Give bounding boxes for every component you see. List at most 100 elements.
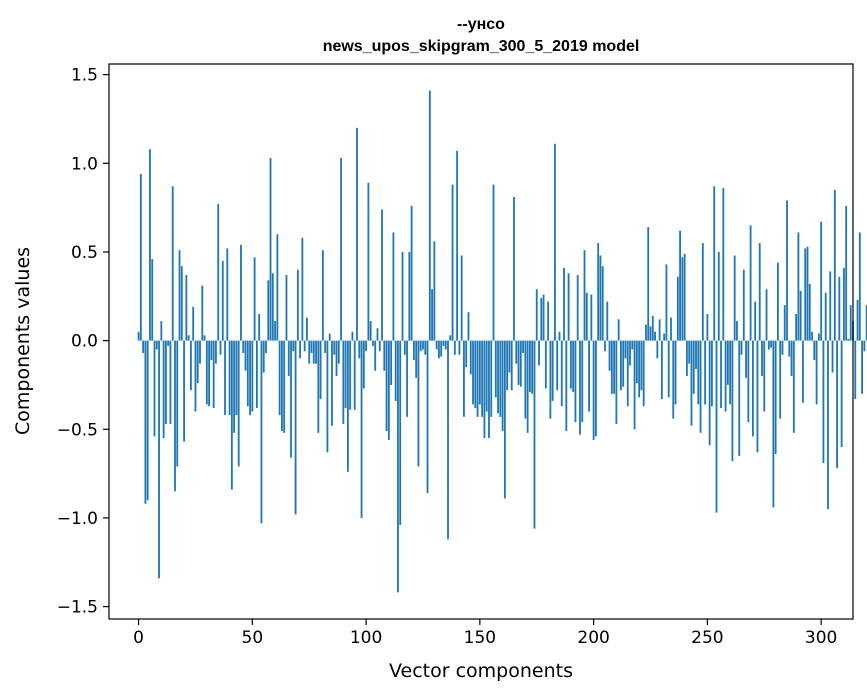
y-tick-label: −1.5 <box>57 598 98 618</box>
bar-304 <box>829 271 832 341</box>
y-tick-label: −0.5 <box>57 420 98 440</box>
bar-15 <box>171 186 174 341</box>
bar-246 <box>697 340 700 405</box>
bar-288 <box>792 340 795 433</box>
bar-124 <box>419 340 422 352</box>
bar-48 <box>246 340 249 407</box>
bar-221 <box>640 340 643 391</box>
bar-193 <box>576 275 579 341</box>
bar-58 <box>269 157 272 341</box>
bar-262 <box>733 255 736 341</box>
bar-92 <box>346 340 349 472</box>
bar-276 <box>765 289 768 341</box>
bar-6 <box>151 259 154 341</box>
bar-319 <box>863 340 866 352</box>
bar-267 <box>745 340 747 378</box>
bar-25 <box>194 340 197 412</box>
bar-313 <box>849 305 852 341</box>
bar-316 <box>856 299 859 341</box>
bar-300 <box>820 221 823 341</box>
bar-229 <box>658 319 661 341</box>
bar-63 <box>281 340 283 432</box>
bar-244 <box>692 340 695 394</box>
bar-21 <box>185 275 188 341</box>
bar-206 <box>606 301 609 341</box>
bar-308 <box>838 276 841 341</box>
bar-45 <box>240 244 242 341</box>
bar-179 <box>544 340 547 389</box>
bar-228 <box>656 340 659 359</box>
bar-261 <box>731 340 734 462</box>
bar-265 <box>740 340 743 355</box>
bar-235 <box>672 340 675 419</box>
bar-278 <box>770 340 772 348</box>
bar-175 <box>535 289 538 341</box>
bar-114 <box>397 340 399 593</box>
bar-174 <box>533 340 536 529</box>
bar-315 <box>854 340 857 400</box>
bar-144 <box>465 340 468 368</box>
bar-258 <box>724 340 727 412</box>
bar-254 <box>715 340 718 513</box>
bar-55 <box>262 340 265 373</box>
bar-94 <box>351 331 354 341</box>
bar-89 <box>340 157 342 341</box>
bar-289 <box>795 314 798 341</box>
bar-223 <box>645 324 647 341</box>
x-tick-label: 250 <box>691 628 723 648</box>
bar-198 <box>588 340 590 412</box>
bar-307 <box>836 340 838 469</box>
bar-69 <box>294 340 297 515</box>
bar-172 <box>529 340 531 393</box>
bar-189 <box>567 273 570 341</box>
bar-280 <box>774 340 777 455</box>
bar-282 <box>779 340 782 419</box>
y-axis-ticks: −1.5 −1.0 −0.5 0.0 0.5 1.0 1.5 <box>57 66 109 618</box>
bar-298 <box>815 340 818 405</box>
bar-318 <box>861 340 864 394</box>
bar-93 <box>349 340 352 410</box>
bar-42 <box>233 340 236 433</box>
bar-88 <box>337 340 340 364</box>
bar-196 <box>583 250 586 341</box>
bar-231 <box>663 333 666 341</box>
bar-26 <box>196 340 199 384</box>
bar-70 <box>296 269 299 341</box>
bar-142 <box>460 255 463 341</box>
bar-13 <box>167 340 170 346</box>
bar-281 <box>777 262 779 341</box>
bar-81 <box>321 250 324 341</box>
bar-186 <box>560 340 563 407</box>
bar-102 <box>369 321 372 341</box>
bar-247 <box>699 340 702 433</box>
bar-286 <box>788 340 791 357</box>
bar-17 <box>176 340 179 467</box>
bar-57 <box>267 280 270 341</box>
bar-20 <box>183 340 185 442</box>
bar-296 <box>811 331 813 341</box>
bar-165 <box>513 196 515 341</box>
bar-49 <box>249 340 251 416</box>
bar-120 <box>410 205 413 341</box>
bars-group <box>137 90 867 593</box>
bar-192 <box>574 340 577 423</box>
bar-167 <box>517 340 520 385</box>
bar-242 <box>688 340 691 364</box>
bar-257 <box>722 188 725 341</box>
bar-170 <box>524 340 527 419</box>
y-tick-label: 1.5 <box>71 66 98 86</box>
bar-285 <box>786 200 788 341</box>
bar-211 <box>617 319 620 341</box>
chart-title-line-2: news_upos_skipgram_300_5_2019 model <box>323 38 640 55</box>
bar-141 <box>458 340 461 355</box>
bar-320 <box>865 305 867 341</box>
bar-215 <box>626 340 629 407</box>
bar-164 <box>510 340 513 391</box>
bar-77 <box>312 340 315 364</box>
bar-38 <box>224 340 226 416</box>
bar-145 <box>467 312 470 341</box>
bar-311 <box>845 205 848 341</box>
bar-40 <box>228 340 231 416</box>
bar-212 <box>620 340 622 391</box>
